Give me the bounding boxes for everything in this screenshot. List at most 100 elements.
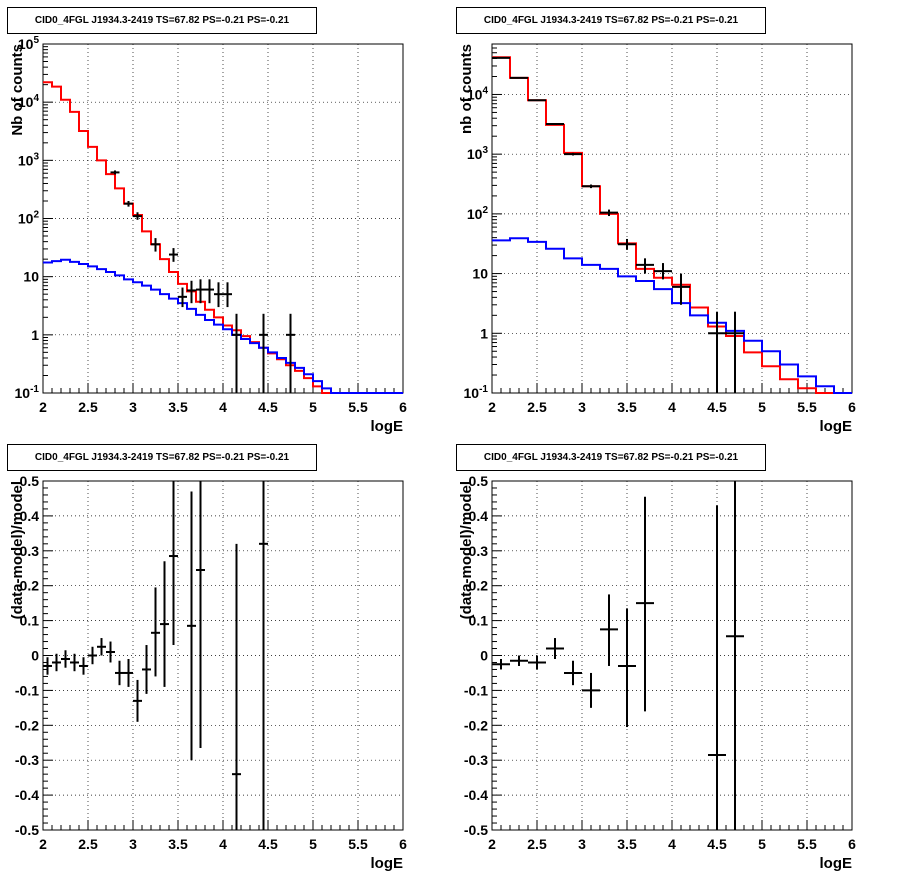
data-point	[259, 313, 268, 393]
y-axis-ticks	[492, 480, 502, 831]
y-tick-label: 0	[31, 648, 39, 664]
residual-plot-left: 2 2.5 3 3.5 4 4.5 5 5.5 6 -0.5 -0.4 -0.3 -0.2 -0.1 0 0.…	[9, 473, 407, 872]
step-line	[492, 237, 852, 394]
data-point	[223, 282, 232, 308]
x-axis-ticks	[42, 820, 404, 830]
step-line	[492, 56, 852, 394]
x-tick-label: 3.5	[168, 836, 188, 852]
data-point	[124, 200, 133, 207]
x-tick-label: 4.5	[707, 399, 727, 415]
grid-lines	[492, 481, 852, 830]
y-tick-label: 0.2	[20, 578, 40, 594]
data-point	[600, 209, 618, 217]
data-point	[726, 311, 744, 393]
residual-plot-right: 2 2.5 3 3.5 4 4.5 5 5.5 6 -0.5 -0.4 -0.3 -0.2 -0.1 0 0.…	[458, 473, 856, 872]
counts-plot-left: 2 2.5 3 3.5 4 4.5 5 5.5 6 10-1 1 10 102 103 104 105 logE…	[9, 35, 407, 435]
step-line	[43, 258, 403, 394]
y-tick-label: 103	[18, 151, 40, 168]
y-tick-label: 104	[467, 85, 489, 102]
x-tick-label: 2.5	[78, 836, 98, 852]
x-tick-label: 4.5	[258, 399, 278, 415]
data-point	[564, 660, 582, 686]
x-tick-label: 2	[39, 399, 47, 415]
x-tick-label: 3	[578, 836, 586, 852]
y-tick-label: -0.1	[15, 682, 39, 698]
y-tick-label: 10-1	[15, 384, 40, 401]
x-tick-label: 5	[309, 836, 317, 852]
x-tick-label: 5	[758, 399, 766, 415]
data-point	[124, 658, 133, 687]
y-tick-label: -0.5	[15, 822, 39, 838]
y-tick-label: 0.1	[20, 613, 40, 629]
data-point	[636, 258, 654, 274]
y-tick-label: 0	[480, 648, 488, 664]
x-tick-label: 3	[129, 836, 137, 852]
data-point	[110, 170, 120, 175]
data-point	[492, 56, 510, 59]
y-tick-label: 10-1	[464, 384, 489, 401]
data-point	[142, 645, 151, 694]
x-tick-label: 2	[488, 399, 496, 415]
x-tick-label: 2.5	[527, 836, 547, 852]
data-point	[160, 561, 169, 687]
y-tick-label: -0.2	[15, 717, 39, 733]
data-point	[286, 313, 295, 393]
x-tick-label: 2.5	[78, 399, 98, 415]
y-tick-label: -0.2	[464, 717, 488, 733]
data-point	[106, 641, 115, 663]
data-point	[654, 263, 672, 280]
plot-title: CID0_4FGL J1934.3-2419 TS=67.82 PS=-0.21…	[456, 7, 766, 34]
x-tick-label: 6	[399, 836, 407, 852]
x-tick-label: 5.5	[797, 836, 817, 852]
y-axis-ticks	[492, 43, 502, 394]
y-tick-label: 1	[480, 325, 488, 341]
x-axis-label: logE	[371, 418, 404, 435]
y-tick-label: 0.4	[20, 508, 40, 524]
data-point	[214, 282, 223, 308]
data-point	[115, 660, 124, 686]
plot-title: CID0_4FGL J1934.3-2419 TS=67.82 PS=-0.21…	[7, 7, 317, 34]
counts-plot-panel-left: 2 2.5 3 3.5 4 4.5 5 5.5 6 10-1 1 10 102 103 104 105 logE…	[0, 0, 449, 437]
data-point	[492, 658, 510, 670]
data-point	[151, 587, 160, 677]
x-tick-label: 5.5	[348, 836, 368, 852]
data-point	[636, 496, 654, 712]
y-tick-label: 10	[472, 266, 488, 282]
data-point	[259, 481, 268, 830]
y-tick-label: -0.4	[15, 787, 39, 803]
y-axis-ticks	[43, 480, 53, 831]
data-point	[178, 287, 187, 308]
data-point	[196, 481, 205, 748]
series-1	[43, 258, 403, 394]
y-axis-label: Nb of counts	[9, 44, 26, 136]
series-0	[492, 481, 744, 830]
x-tick-label: 5	[309, 399, 317, 415]
data-point	[61, 650, 70, 668]
data-point	[510, 76, 528, 79]
data-point	[70, 653, 79, 672]
y-tick-label: 102	[18, 210, 40, 227]
series-1	[492, 237, 852, 394]
x-axis-label: logE	[820, 855, 853, 872]
data-point	[618, 238, 636, 250]
x-axis-label: logE	[371, 855, 404, 872]
y-tick-label: 104	[18, 93, 40, 110]
data-point	[187, 491, 196, 761]
x-axis-label: logE	[820, 418, 853, 435]
y-tick-label: -0.5	[464, 822, 488, 838]
x-tick-label: 4	[668, 836, 676, 852]
y-tick-label: 0.5	[20, 473, 40, 489]
data-point	[205, 279, 214, 304]
data-point	[88, 646, 97, 665]
data-point	[510, 655, 528, 666]
data-point	[726, 481, 744, 830]
data-point	[133, 679, 142, 722]
data-point	[528, 655, 546, 670]
residual-plot-panel-right: 2 2.5 3 3.5 4 4.5 5 5.5 6 -0.5 -0.4 -0.3 -0.2 -0.1 0 0.…	[449, 437, 898, 874]
data-point	[618, 608, 636, 728]
x-tick-label: 3	[129, 399, 137, 415]
y-tick-label: 0.2	[469, 578, 489, 594]
data-point	[564, 152, 582, 156]
data-point	[52, 653, 61, 672]
x-tick-label: 5.5	[348, 399, 368, 415]
